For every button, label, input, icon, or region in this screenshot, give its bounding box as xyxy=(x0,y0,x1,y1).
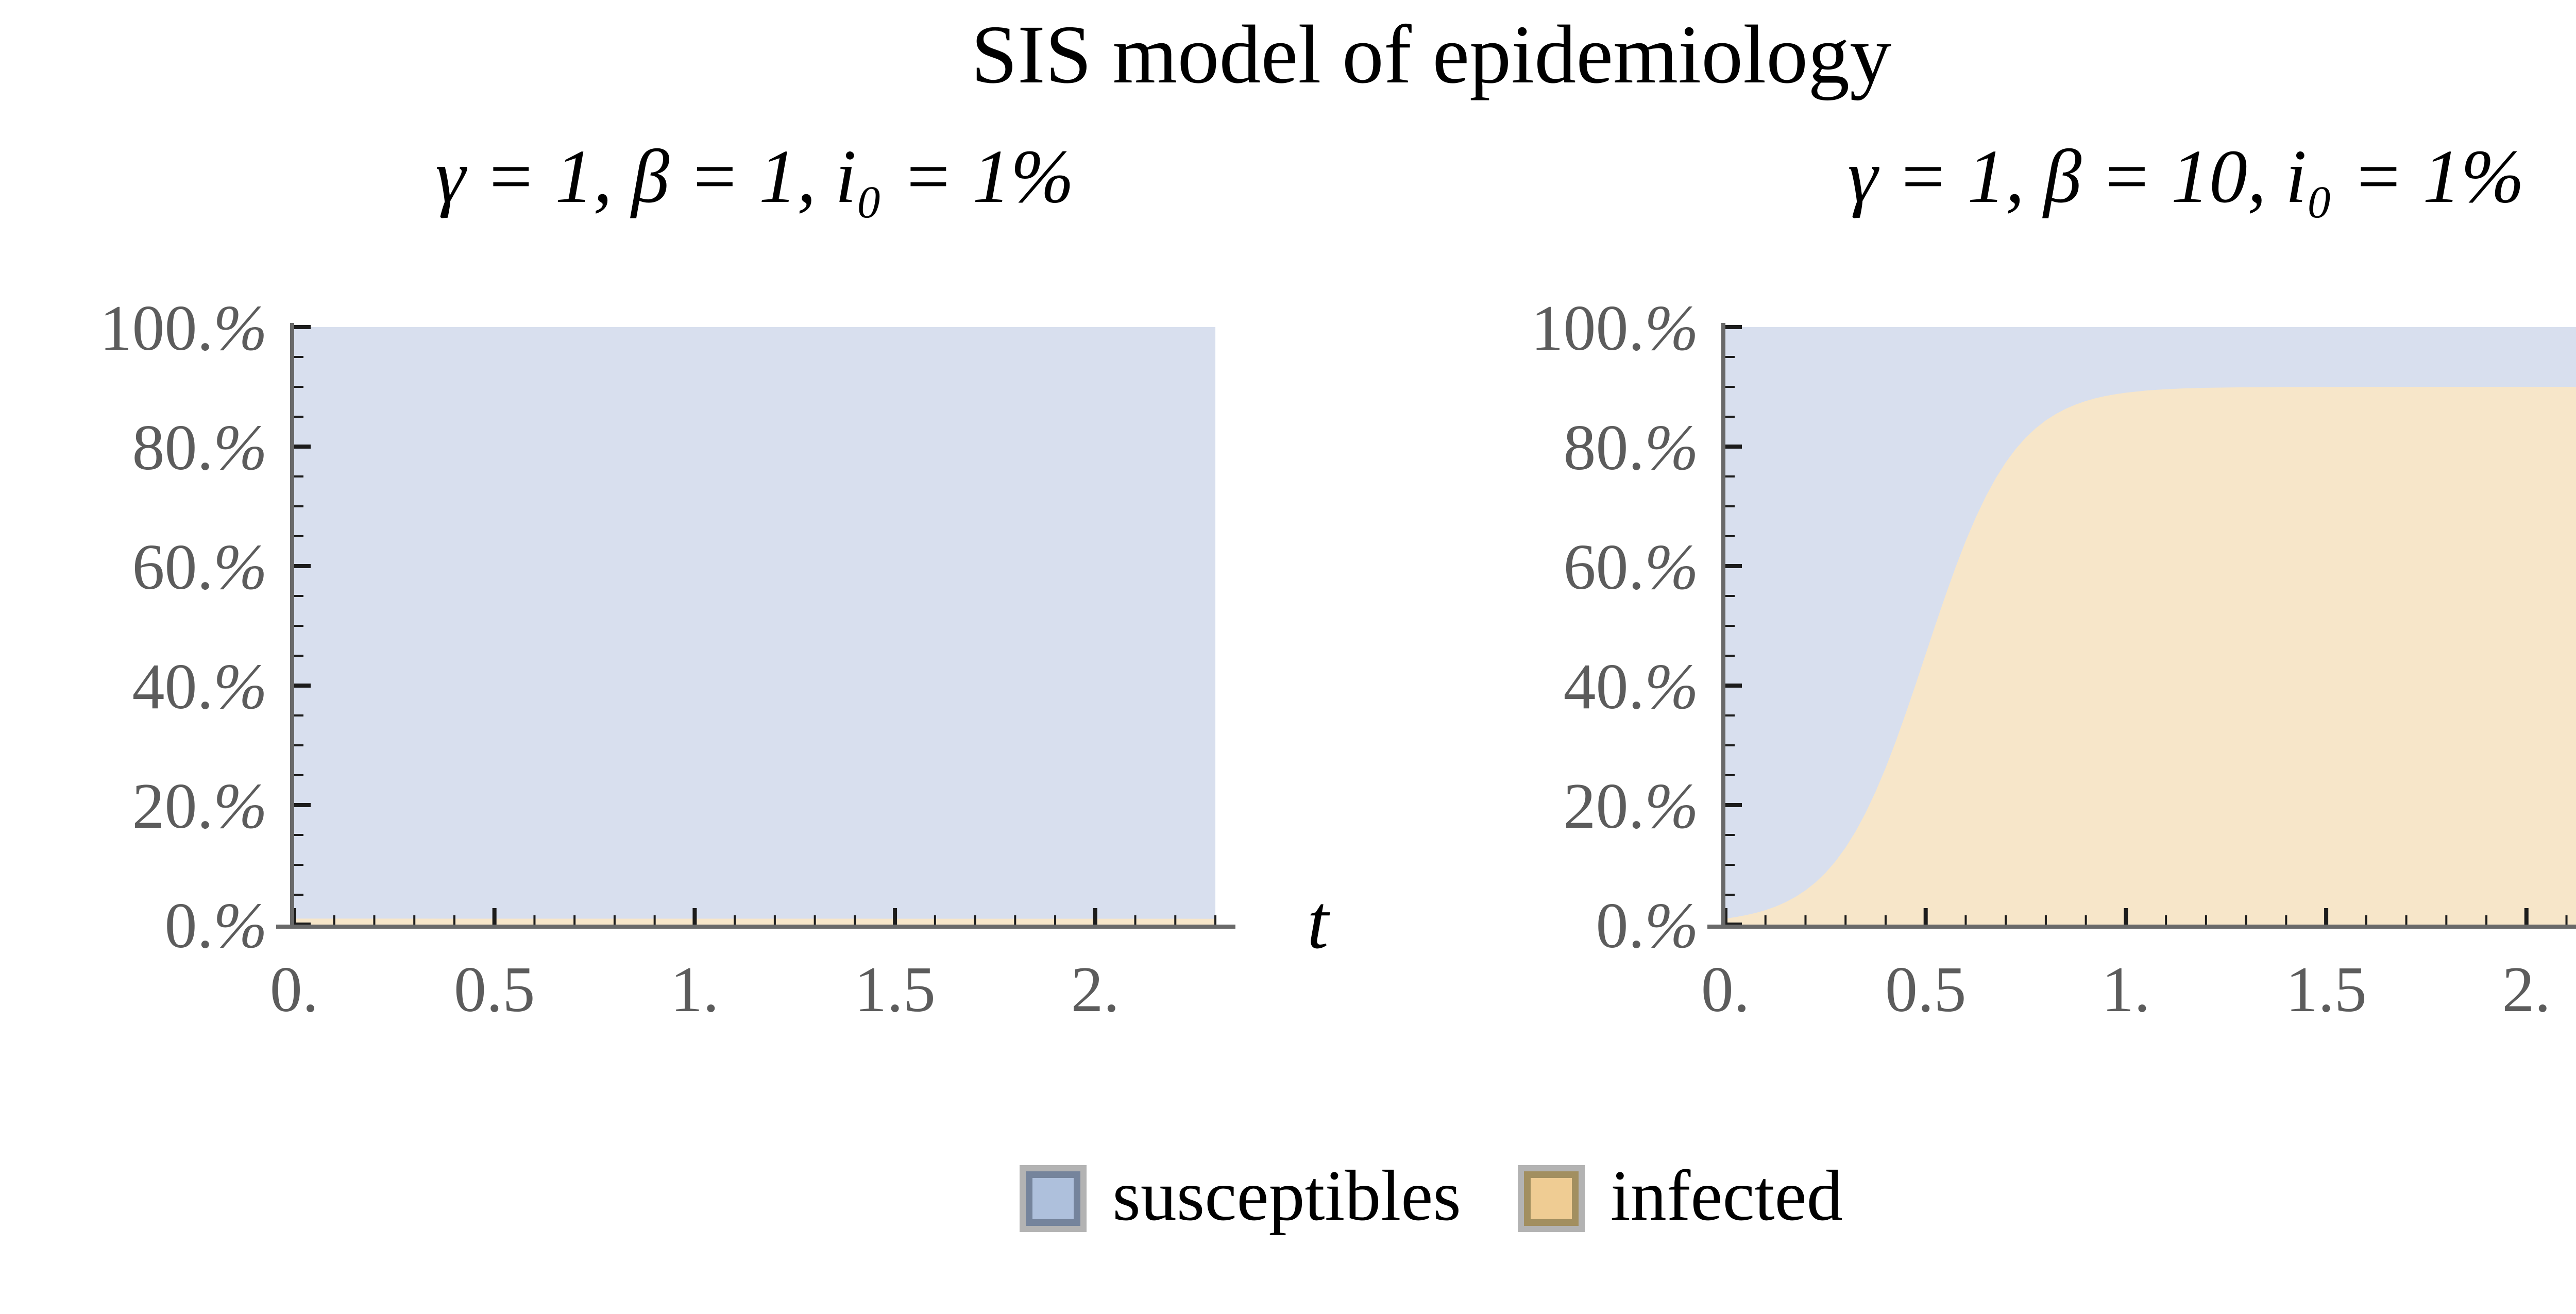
y-tick-label: 60.% xyxy=(132,532,267,603)
legend: susceptibles infected xyxy=(0,1160,2576,1237)
legend-label-infected: infected xyxy=(1610,1156,1843,1236)
y-tick-label: 40.% xyxy=(1564,651,1699,723)
plot-title-left: γ = 1, β = 1, i₀ = 1% xyxy=(435,134,1074,219)
y-tick-label: 60.% xyxy=(1564,532,1699,603)
legend-swatch-infected-fill xyxy=(1523,1171,1579,1226)
y-tick-label: 0.% xyxy=(1596,890,1699,962)
x-tick-label: 1.5 xyxy=(2285,954,2367,1026)
legend-item-infected: infected xyxy=(1517,1156,1843,1237)
x-tick-label: 0. xyxy=(270,954,319,1026)
x-tick-label: 0.5 xyxy=(454,954,535,1026)
x-tick-label: 0.5 xyxy=(1885,954,1967,1026)
plot-title-right: γ = 1, β = 10, i₀ = 1% xyxy=(1848,134,2524,219)
legend-swatch-infected xyxy=(1517,1165,1585,1232)
legend-swatch-susceptibles xyxy=(1020,1165,1087,1232)
infected-area xyxy=(294,918,1215,925)
x-tick-label: 1.5 xyxy=(854,954,936,1026)
x-tick-label: 0. xyxy=(1701,954,1750,1026)
legend-label-susceptibles: susceptibles xyxy=(1112,1156,1461,1236)
y-tick-label: 20.% xyxy=(132,771,267,842)
x-tick-label: 2. xyxy=(1071,954,1120,1026)
y-tick-label: 80.% xyxy=(132,412,267,484)
x-tick-label: 2. xyxy=(2502,954,2551,1026)
y-tick-label: 80.% xyxy=(1564,412,1699,484)
y-tick-label: 0.% xyxy=(165,890,267,962)
y-tick-label: 20.% xyxy=(1564,771,1699,842)
legend-swatch-susceptibles-fill xyxy=(1026,1171,1081,1226)
x-tick-label: 1. xyxy=(2102,954,2150,1026)
plot-left: 0.% 20.% 40.% 60.% 80.% 100.% 0. 0.5 1. 1.5 2. t xyxy=(100,293,1331,1026)
y-tick-label: 100.% xyxy=(100,293,267,364)
plot-right: 0.%20.%40.%60.%80.%100.%0.0.51.1.52.t xyxy=(1531,293,2576,1026)
susceptibles-area xyxy=(294,327,1216,925)
x-tick-label: 1. xyxy=(670,954,719,1026)
infected-area xyxy=(1725,387,2576,925)
legend-item-susceptibles: susceptibles xyxy=(1020,1160,1461,1237)
figure-title: SIS model of epidemiology xyxy=(971,9,1892,101)
t-axis-label: t xyxy=(1307,879,1330,965)
y-tick-label: 40.% xyxy=(132,651,267,723)
y-tick-label: 100.% xyxy=(1531,293,1699,364)
